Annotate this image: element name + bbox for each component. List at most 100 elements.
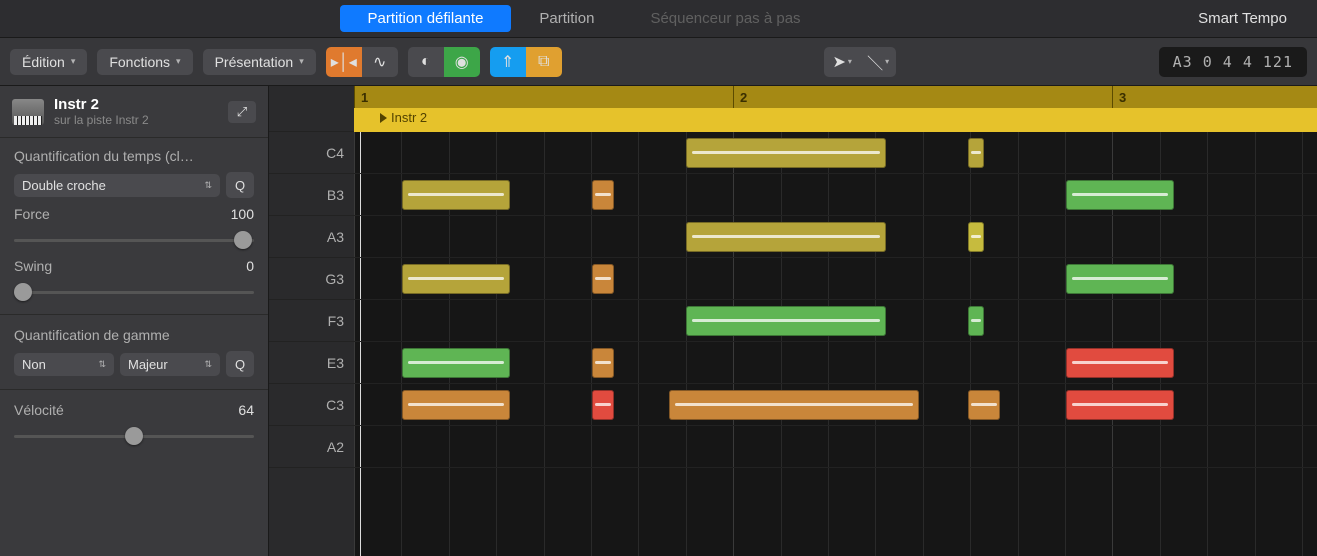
track-name: Instr 2 [54, 96, 149, 113]
pointer-tool[interactable]: ➤▾ [824, 47, 860, 77]
collapse-icon: ⇑ [501, 52, 514, 72]
bar-ruler[interactable]: 1 2 3 [354, 86, 1317, 108]
midi-note[interactable] [686, 138, 886, 168]
menu-functions[interactable]: Fonctions ▾ [97, 49, 192, 75]
region-header[interactable]: Instr 2 [354, 108, 1317, 132]
key-label[interactable]: C4 [269, 132, 354, 174]
midi-note[interactable] [1066, 180, 1174, 210]
key-label[interactable]: B3 [269, 174, 354, 216]
time-quant-label: Quantification du temps (cl… [14, 148, 254, 164]
bar-marker: 2 [733, 86, 747, 108]
midi-note[interactable] [402, 264, 510, 294]
pencil-icon: ＼ [867, 50, 883, 74]
menu-edit[interactable]: Édition ▾ [10, 49, 87, 75]
chevron-down-icon: ▾ [885, 57, 889, 66]
open-region-button[interactable]: ⤢ [228, 101, 256, 123]
note-grid[interactable] [354, 132, 1317, 556]
track-subtitle: sur la piste Instr 2 [54, 113, 149, 127]
updown-icon: ⇅ [98, 359, 106, 370]
inspector-panel: Instr 2 sur la piste Instr 2 ⤢ Quantific… [0, 86, 269, 556]
automation-button[interactable]: ∿ [362, 47, 398, 77]
midi-in-button[interactable]: ◐ [408, 47, 444, 77]
midi-note[interactable] [968, 222, 984, 252]
midi-note[interactable] [968, 306, 984, 336]
midi-note[interactable] [1066, 348, 1174, 378]
quantize-button[interactable]: Q [226, 172, 254, 198]
editor-toolbar: Édition▾ Fonctions▾ Présentation▾ ▸│◂ ∿ … [0, 38, 1317, 86]
cursor-status: A3 0 4 4 121 [1159, 47, 1307, 77]
velocity-slider[interactable] [14, 426, 254, 446]
piano-keys[interactable]: C4B3A3G3F3E3C3A2 [269, 132, 354, 556]
tab-step-sequencer: Séquenceur pas à pas [622, 0, 828, 37]
time-quant-value: Double croche [22, 178, 106, 193]
strength-label: Force [14, 206, 50, 222]
midi-out-button[interactable]: ◉ [444, 47, 480, 77]
swing-slider[interactable] [14, 282, 254, 302]
strength-slider[interactable] [14, 230, 254, 250]
midi-note[interactable] [686, 306, 886, 336]
menu-view[interactable]: Présentation ▾ [203, 49, 316, 75]
palette-icon: ◐ [421, 53, 431, 71]
strength-value: 100 [231, 206, 254, 222]
velocity-label: Vélocité [14, 402, 64, 418]
time-quant-select[interactable]: Double croche ⇅ [14, 174, 220, 197]
midi-note[interactable] [592, 264, 614, 294]
bar-marker: 3 [1112, 86, 1126, 108]
chevron-down-icon: ▾ [848, 57, 852, 66]
catch-icon: ▸│◂ [331, 52, 357, 72]
palette-fill-icon: ◉ [455, 52, 469, 72]
curve-icon: ∿ [373, 52, 386, 72]
scale-enable-select[interactable]: Non ⇅ [14, 353, 114, 376]
collapse-button[interactable]: ⇑ [490, 47, 526, 77]
velocity-value: 64 [238, 402, 254, 418]
scale-type-select[interactable]: Majeur ⇅ [120, 353, 220, 376]
scale-enable-value: Non [22, 357, 46, 372]
pointer-icon: ➤ [832, 52, 845, 72]
link-button[interactable]: ⧉ [526, 47, 562, 77]
key-label[interactable]: E3 [269, 342, 354, 384]
bar-marker: 1 [354, 86, 368, 108]
midi-note[interactable] [1066, 390, 1174, 420]
link-icon: ⧉ [538, 53, 549, 71]
midi-note[interactable] [592, 180, 614, 210]
catch-playhead-button[interactable]: ▸│◂ [326, 47, 362, 77]
menu-view-label: Présentation [215, 54, 294, 70]
key-label[interactable]: A3 [269, 216, 354, 258]
menu-functions-label: Fonctions [109, 54, 170, 70]
view-tabs: Partition défilante Partition Séquenceur… [0, 0, 1317, 38]
chevron-down-icon: ▾ [176, 56, 181, 67]
chevron-down-icon: ▾ [299, 56, 304, 67]
pencil-tool[interactable]: ＼▾ [860, 47, 896, 77]
midi-note[interactable] [968, 390, 1000, 420]
updown-icon: ⇅ [204, 359, 212, 370]
chevron-down-icon: ▾ [71, 56, 76, 67]
expand-icon: ⤢ [237, 104, 247, 120]
midi-note[interactable] [592, 348, 614, 378]
menu-edit-label: Édition [22, 54, 65, 70]
key-label[interactable]: C3 [269, 384, 354, 426]
midi-note[interactable] [669, 390, 919, 420]
key-label[interactable]: G3 [269, 258, 354, 300]
smart-tempo-button[interactable]: Smart Tempo [1168, 0, 1317, 37]
key-label[interactable]: F3 [269, 300, 354, 342]
piano-roll: 1 2 3 Instr 2 C4B3A3G3F3E3C3A2 [269, 86, 1317, 556]
midi-note[interactable] [1066, 264, 1174, 294]
midi-note[interactable] [402, 180, 510, 210]
tab-score[interactable]: Partition [511, 0, 622, 37]
midi-note[interactable] [686, 222, 886, 252]
scale-quantize-button[interactable]: Q [226, 351, 254, 377]
tab-piano-roll[interactable]: Partition défilante [340, 5, 512, 32]
midi-note[interactable] [402, 390, 510, 420]
instrument-icon [12, 99, 44, 125]
midi-note[interactable] [402, 348, 510, 378]
updown-icon: ⇅ [204, 180, 212, 191]
key-label[interactable]: A2 [269, 426, 354, 468]
scale-type-value: Majeur [128, 357, 168, 372]
region-name: Instr 2 [391, 110, 427, 125]
scale-quant-label: Quantification de gamme [14, 327, 254, 343]
play-icon [380, 113, 387, 123]
midi-note[interactable] [968, 138, 984, 168]
midi-note[interactable] [592, 390, 614, 420]
swing-label: Swing [14, 258, 52, 274]
swing-value: 0 [246, 258, 254, 274]
